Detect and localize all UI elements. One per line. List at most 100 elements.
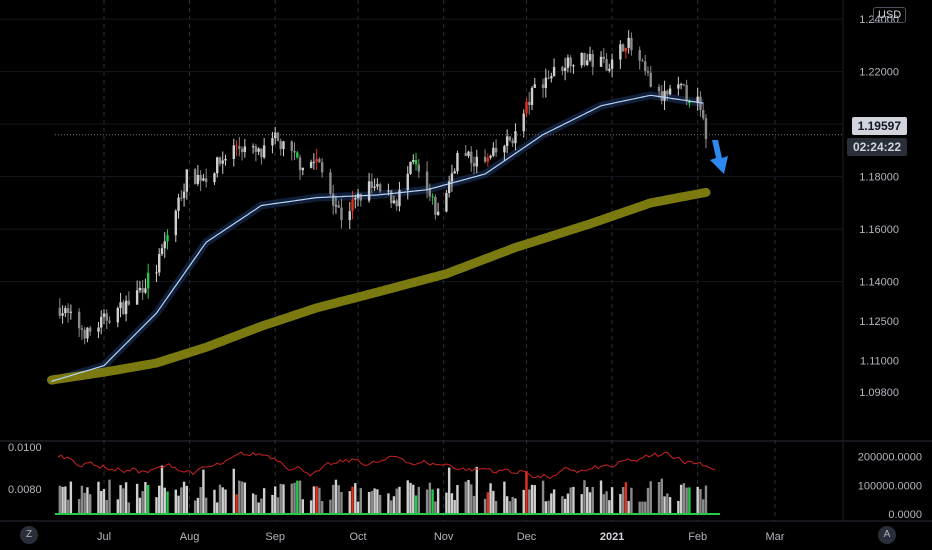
candle-body <box>409 161 412 174</box>
candle-body <box>428 189 432 197</box>
candle-body <box>464 153 467 157</box>
candle-body <box>119 302 122 309</box>
timezone-button[interactable]: Z <box>20 526 38 544</box>
volume-bar <box>641 501 644 514</box>
candle-body <box>702 110 705 119</box>
volume-bar <box>668 497 672 514</box>
candle-body <box>240 148 244 153</box>
auto-scale-button[interactable]: A <box>878 526 896 544</box>
candle-body <box>193 169 197 184</box>
candle-body <box>274 132 277 139</box>
candle-body <box>508 136 512 141</box>
volume-axis-label: 100000.0000 <box>858 480 922 492</box>
candle-body <box>262 145 266 158</box>
volume-bar <box>666 493 669 514</box>
volume-bar <box>508 501 512 514</box>
candle-body <box>340 207 343 220</box>
volume-bar <box>494 500 498 514</box>
volume-bar <box>472 495 476 514</box>
candle-body <box>638 50 641 61</box>
volume-bar <box>69 481 73 514</box>
volume-bar <box>196 497 200 514</box>
time-axis-label: Nov <box>434 531 454 543</box>
candle-body <box>486 157 490 162</box>
volume-bar <box>232 468 235 514</box>
volume-bar <box>610 487 614 514</box>
candle-body <box>475 156 478 167</box>
oscillator-axis-labels: 0.0100 0.0080 <box>8 442 42 496</box>
volume-bar <box>185 485 189 514</box>
volume-bar <box>61 486 64 514</box>
volume-bar <box>376 489 379 514</box>
volume-bar <box>224 489 227 514</box>
volume-bars <box>55 465 720 515</box>
volume-bar <box>97 481 100 514</box>
candle-body <box>494 147 498 153</box>
candle-body <box>185 169 189 192</box>
candle-body <box>679 84 683 86</box>
volume-axis-label: 0.0000 <box>888 509 922 521</box>
volume-bar <box>425 489 429 514</box>
volume-bar <box>663 496 666 514</box>
price-axis-label: 1.14000 <box>859 277 899 289</box>
volume-bar <box>702 499 705 514</box>
volume-bar <box>569 487 572 514</box>
candle-body <box>610 59 614 69</box>
candle-body <box>254 146 258 152</box>
volume-bar <box>489 483 492 514</box>
candle-body <box>127 300 131 305</box>
candle-body <box>566 57 570 68</box>
candle-body <box>431 196 434 198</box>
volume-axis-labels: 200000.0000 100000.0000 0.0000 <box>858 452 922 521</box>
candle-body <box>376 184 379 187</box>
volume-bar <box>122 488 125 514</box>
oscillator-axis-label: 0.0080 <box>8 484 42 496</box>
candle-body <box>514 131 517 144</box>
candle-body <box>552 67 556 77</box>
volume-bar <box>514 498 517 514</box>
currency-badge[interactable]: USD <box>873 7 907 23</box>
candle-body <box>329 172 332 194</box>
candle-body <box>541 84 545 89</box>
volume-bar <box>646 487 650 514</box>
candle-body <box>135 290 139 305</box>
candle-body <box>387 190 390 192</box>
fast-moving-average-line <box>51 94 704 382</box>
candle-body <box>450 173 454 182</box>
volume-bar <box>108 479 111 514</box>
volume-bar <box>503 481 506 514</box>
volume-bar <box>144 482 147 514</box>
volume-bar <box>398 486 401 514</box>
candle-body <box>276 132 280 141</box>
oscillator-axis-label: 0.0100 <box>8 442 42 454</box>
volume-bar <box>202 469 205 514</box>
time-axis-label: Jul <box>97 531 111 543</box>
volume-bar <box>409 482 412 514</box>
candle-body <box>696 96 699 104</box>
volume-bar <box>682 483 686 514</box>
volume-bar <box>177 495 180 514</box>
candle-body <box>657 86 661 92</box>
candle-body <box>122 302 125 315</box>
candle-body <box>359 193 363 201</box>
candle-body <box>583 52 586 65</box>
candle-body <box>608 68 611 71</box>
volume-bar <box>453 499 456 514</box>
volume-bar <box>528 489 531 514</box>
volume-bar <box>166 491 169 514</box>
candle-body <box>309 162 313 168</box>
volume-bar <box>66 499 70 514</box>
time-axis-label: Feb <box>688 531 707 543</box>
volume-bar <box>86 487 89 514</box>
candle-body <box>563 67 567 71</box>
volume-bar <box>621 486 625 514</box>
candle-body <box>630 37 633 51</box>
volume-bar <box>530 484 534 514</box>
volume-bar <box>271 494 274 514</box>
volume-bar <box>243 482 247 514</box>
candle-body <box>86 327 89 339</box>
volume-bar <box>505 496 509 514</box>
volume-bar <box>160 465 164 514</box>
volume-bar <box>434 501 437 514</box>
